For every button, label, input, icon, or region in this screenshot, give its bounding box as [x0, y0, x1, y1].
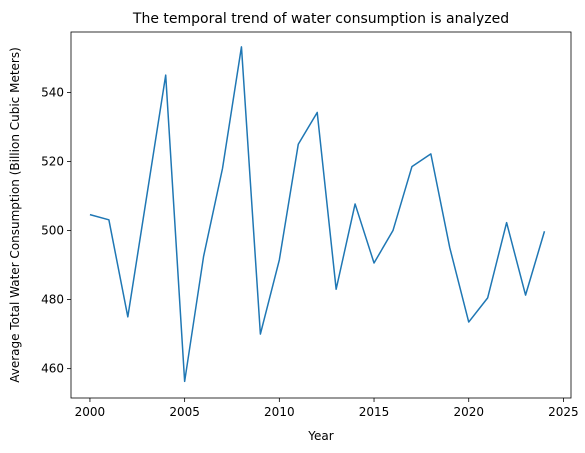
y-axis: 460 480 500 520 540 [41, 85, 71, 376]
chart-title: The temporal trend of water consumption … [132, 11, 509, 27]
y-tick-label: 460 [41, 362, 64, 376]
y-tick-label: 500 [41, 224, 64, 238]
y-tick-label: 480 [41, 293, 64, 307]
x-tick-label: 2000 [75, 405, 106, 419]
x-tick-label: 2005 [169, 405, 200, 419]
x-tick-label: 2020 [453, 405, 484, 419]
x-axis: 2000 2005 2010 2015 2020 2025 [75, 398, 579, 419]
x-tick-label: 2025 [548, 405, 579, 419]
plot-frame [70, 31, 572, 399]
y-tick-label: 540 [41, 85, 64, 99]
x-axis-label: Year [307, 429, 333, 443]
x-tick-label: 2010 [264, 405, 295, 419]
series-line [89, 46, 546, 383]
x-tick-label: 2015 [359, 405, 390, 419]
y-axis-label: Average Total Water Consumption (Billion… [8, 47, 22, 383]
y-tick-label: 520 [41, 154, 64, 168]
